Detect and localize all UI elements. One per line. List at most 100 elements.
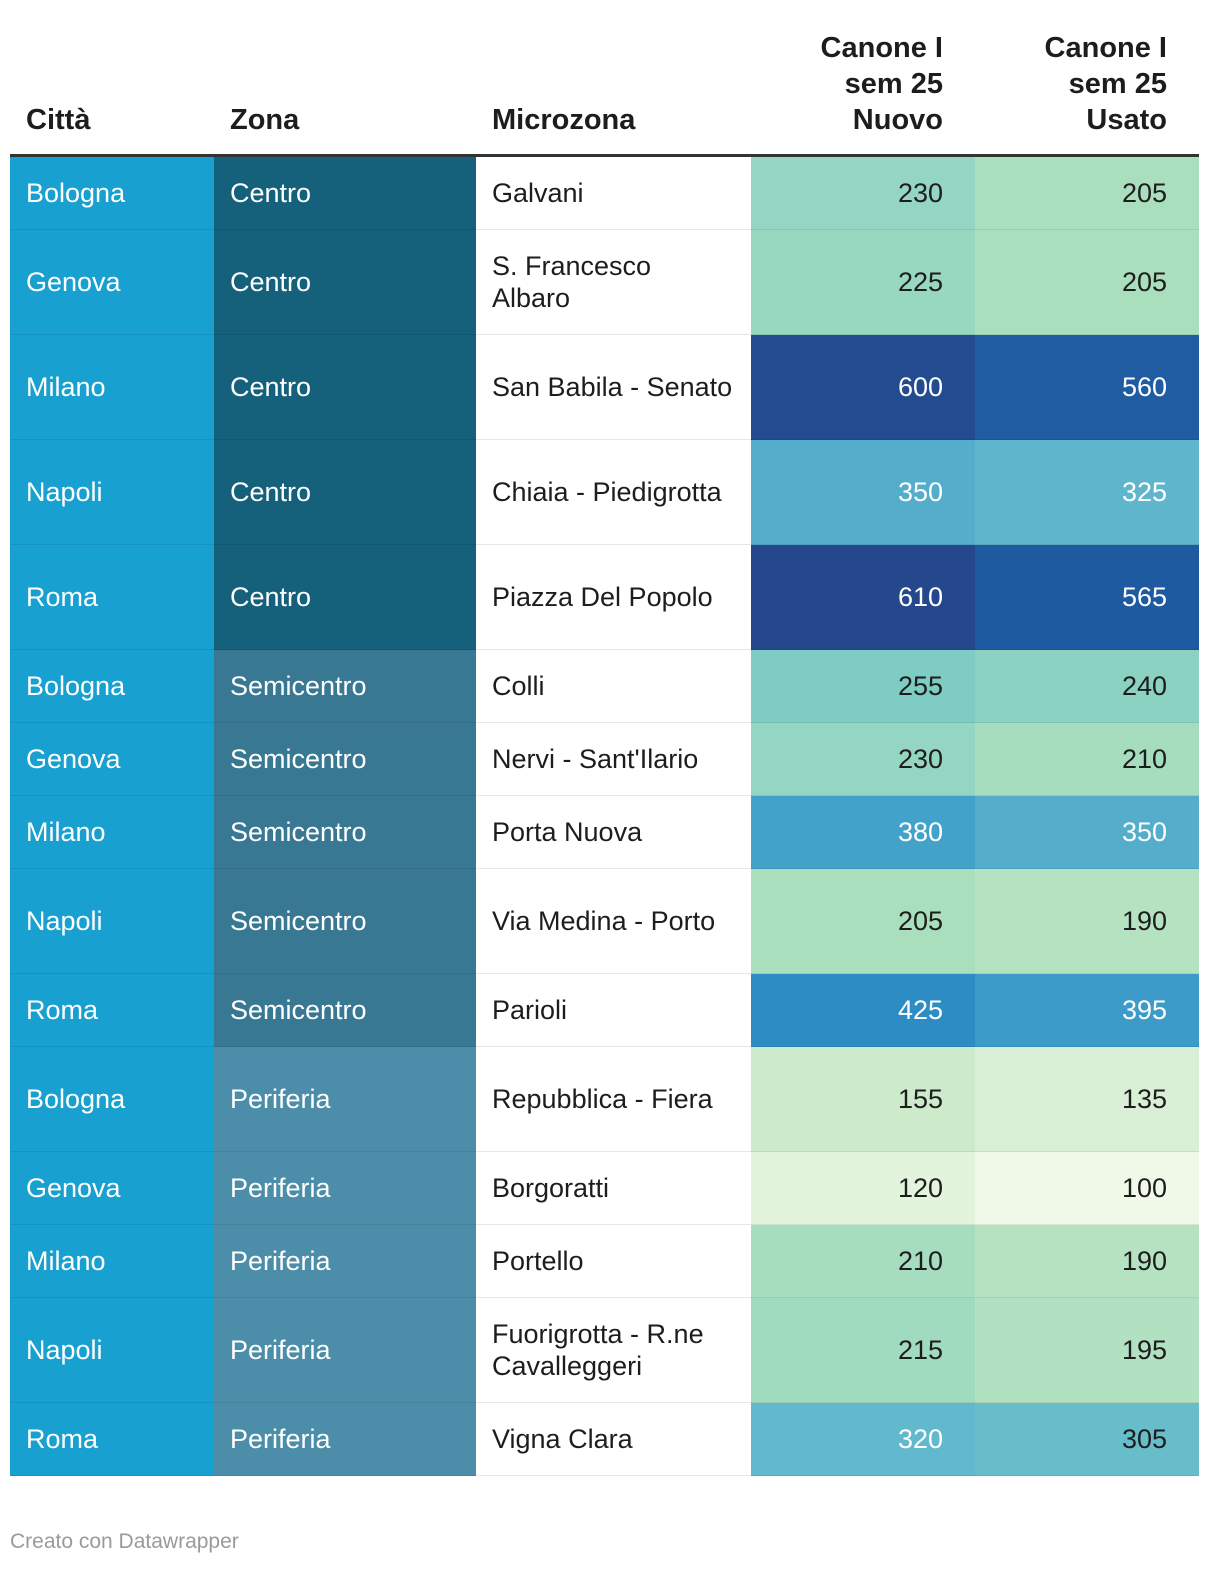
cell-microzona: Fuorigrotta - R.ne Cavalleggeri <box>476 1297 751 1403</box>
cell-citta: Napoli <box>10 1297 214 1403</box>
cell-canone-usato: 135 <box>975 1046 1199 1152</box>
header-line: Canone I <box>1044 32 1167 64</box>
cell-canone-usato: 350 <box>975 795 1199 869</box>
cell-citta: Milano <box>10 1224 214 1298</box>
cell-zona: Periferia <box>214 1224 476 1298</box>
table-row: Milano Semicentro Porta Nuova 380 350 <box>10 795 1199 869</box>
header-line: Usato <box>1086 104 1167 136</box>
cell-canone-nuovo: 230 <box>751 155 975 230</box>
cell-microzona: Vigna Clara <box>476 1402 751 1476</box>
cell-citta: Napoli <box>10 439 214 545</box>
cell-zona: Centro <box>214 439 476 545</box>
cell-citta: Genova <box>10 1151 214 1225</box>
table-row: Genova Centro S. Francesco Albaro 225 205 <box>10 229 1199 335</box>
table-row: Milano Periferia Portello 210 190 <box>10 1224 1199 1298</box>
cell-canone-nuovo: 425 <box>751 973 975 1047</box>
table-row: Bologna Semicentro Colli 255 240 <box>10 649 1199 723</box>
cell-zona: Semicentro <box>214 868 476 974</box>
cell-citta: Roma <box>10 544 214 650</box>
cell-citta: Genova <box>10 229 214 335</box>
cell-citta: Bologna <box>10 1046 214 1152</box>
column-header-zona[interactable]: Zona <box>214 30 476 157</box>
cell-zona: Centro <box>214 229 476 335</box>
cell-canone-usato: 205 <box>975 155 1199 230</box>
cell-microzona: Piazza Del Popolo <box>476 544 751 650</box>
column-header-microzona[interactable]: Microzona <box>476 30 751 157</box>
cell-citta: Roma <box>10 973 214 1047</box>
header-line: sem 25 <box>844 68 943 100</box>
cell-canone-usato: 305 <box>975 1402 1199 1476</box>
cell-citta: Bologna <box>10 155 214 230</box>
cell-canone-usato: 325 <box>975 439 1199 545</box>
cell-canone-nuovo: 215 <box>751 1297 975 1403</box>
column-header-canone-usato[interactable]: Canone I sem 25 Usato <box>975 30 1199 157</box>
table-body: Bologna Centro Galvani 230 205 Genova Centro S.… <box>10 155 1199 1476</box>
header-line: sem 25 <box>1068 68 1167 100</box>
rent-table-container: Città Zona Microzona Canone I sem 25 Nuo… <box>10 30 1199 1476</box>
header-line: Nuovo <box>852 104 943 136</box>
table-row: Roma Centro Piazza Del Popolo 610 565 <box>10 544 1199 650</box>
cell-citta: Milano <box>10 334 214 440</box>
cell-canone-usato: 565 <box>975 544 1199 650</box>
cell-canone-usato: 210 <box>975 722 1199 796</box>
cell-citta: Napoli <box>10 868 214 974</box>
table-row: Milano Centro San Babila - Senato 600 560 <box>10 334 1199 440</box>
cell-zona: Periferia <box>214 1402 476 1476</box>
cell-zona: Centro <box>214 155 476 230</box>
cell-canone-nuovo: 350 <box>751 439 975 545</box>
column-header-canone-nuovo[interactable]: Canone I sem 25 Nuovo <box>751 30 975 157</box>
cell-microzona: Galvani <box>476 155 751 230</box>
cell-citta: Bologna <box>10 649 214 723</box>
table-row: Bologna Periferia Repubblica - Fiera 155 135 <box>10 1046 1199 1152</box>
cell-zona: Periferia <box>214 1297 476 1403</box>
cell-canone-nuovo: 225 <box>751 229 975 335</box>
table-row: Roma Periferia Vigna Clara 320 305 <box>10 1402 1199 1476</box>
cell-microzona: Porta Nuova <box>476 795 751 869</box>
cell-canone-nuovo: 600 <box>751 334 975 440</box>
cell-canone-nuovo: 210 <box>751 1224 975 1298</box>
table-row: Napoli Periferia Fuorigrotta - R.ne Cavall… <box>10 1297 1199 1403</box>
cell-zona: Semicentro <box>214 795 476 869</box>
cell-canone-nuovo: 205 <box>751 868 975 974</box>
table-row: Napoli Semicentro Via Medina - Porto 205 190 <box>10 868 1199 974</box>
cell-zona: Periferia <box>214 1151 476 1225</box>
cell-canone-nuovo: 380 <box>751 795 975 869</box>
cell-microzona: Portello <box>476 1224 751 1298</box>
cell-microzona: Nervi - Sant'Ilario <box>476 722 751 796</box>
header-row: Città Zona Microzona Canone I sem 25 Nuo… <box>10 30 1199 157</box>
table-row: Roma Semicentro Parioli 425 395 <box>10 973 1199 1047</box>
cell-zona: Centro <box>214 334 476 440</box>
cell-canone-nuovo: 155 <box>751 1046 975 1152</box>
cell-canone-usato: 240 <box>975 649 1199 723</box>
cell-canone-nuovo: 320 <box>751 1402 975 1476</box>
cell-canone-usato: 100 <box>975 1151 1199 1225</box>
table-row: Genova Periferia Borgoratti 120 100 <box>10 1151 1199 1225</box>
cell-microzona: Via Medina - Porto <box>476 868 751 974</box>
cell-microzona: Repubblica - Fiera <box>476 1046 751 1152</box>
cell-canone-usato: 205 <box>975 229 1199 335</box>
cell-zona: Periferia <box>214 1046 476 1152</box>
cell-canone-usato: 195 <box>975 1297 1199 1403</box>
cell-microzona: Borgoratti <box>476 1151 751 1225</box>
cell-canone-usato: 560 <box>975 334 1199 440</box>
header-line: Canone I <box>820 32 943 64</box>
rent-table: Città Zona Microzona Canone I sem 25 Nuo… <box>10 30 1199 1476</box>
cell-canone-usato: 190 <box>975 868 1199 974</box>
cell-zona: Semicentro <box>214 973 476 1047</box>
footer-credit: Creato con Datawrapper <box>10 1530 239 1553</box>
cell-citta: Genova <box>10 722 214 796</box>
cell-microzona: Colli <box>476 649 751 723</box>
cell-canone-usato: 190 <box>975 1224 1199 1298</box>
table-row: Napoli Centro Chiaia - Piedigrotta 350 325 <box>10 439 1199 545</box>
cell-canone-nuovo: 230 <box>751 722 975 796</box>
cell-microzona: Parioli <box>476 973 751 1047</box>
cell-zona: Semicentro <box>214 722 476 796</box>
column-header-citta[interactable]: Città <box>10 30 214 157</box>
cell-microzona: San Babila - Senato <box>476 334 751 440</box>
cell-citta: Roma <box>10 1402 214 1476</box>
cell-canone-nuovo: 120 <box>751 1151 975 1225</box>
cell-canone-nuovo: 255 <box>751 649 975 723</box>
cell-zona: Semicentro <box>214 649 476 723</box>
cell-citta: Milano <box>10 795 214 869</box>
table-row: Genova Semicentro Nervi - Sant'Ilario 230 21… <box>10 722 1199 796</box>
